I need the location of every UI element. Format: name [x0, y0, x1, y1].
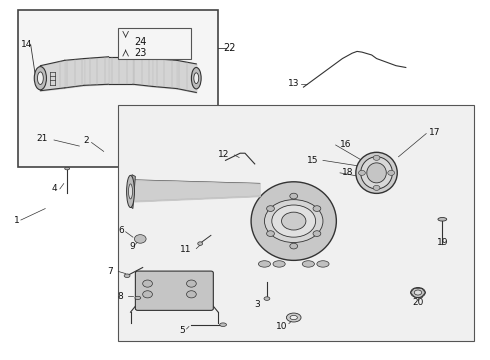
Ellipse shape	[273, 261, 285, 267]
Ellipse shape	[251, 182, 336, 260]
Circle shape	[282, 212, 306, 230]
Ellipse shape	[34, 67, 47, 90]
Circle shape	[187, 291, 196, 298]
Circle shape	[313, 206, 321, 211]
Text: 7: 7	[108, 267, 114, 276]
Polygon shape	[130, 175, 135, 208]
Text: 9: 9	[129, 242, 135, 251]
Circle shape	[265, 200, 323, 243]
Text: 24: 24	[134, 37, 147, 48]
Ellipse shape	[356, 152, 397, 193]
Ellipse shape	[192, 67, 201, 89]
Text: 14: 14	[21, 40, 32, 49]
Ellipse shape	[264, 297, 270, 300]
Ellipse shape	[411, 288, 425, 297]
Ellipse shape	[361, 157, 392, 189]
Bar	[19, 10, 218, 167]
Bar	[118, 105, 474, 341]
Circle shape	[388, 170, 394, 175]
Ellipse shape	[438, 217, 447, 221]
Circle shape	[359, 170, 366, 175]
Text: 10: 10	[276, 322, 287, 331]
Circle shape	[313, 231, 321, 237]
Ellipse shape	[287, 313, 301, 322]
Ellipse shape	[367, 163, 386, 183]
Circle shape	[143, 291, 152, 298]
Text: 17: 17	[429, 129, 441, 138]
Circle shape	[267, 206, 274, 211]
Text: 3: 3	[254, 300, 260, 309]
Text: 13: 13	[288, 79, 299, 88]
Text: 16: 16	[340, 140, 351, 149]
Ellipse shape	[220, 323, 226, 327]
Text: 20: 20	[412, 298, 424, 307]
Text: 4: 4	[52, 184, 57, 193]
Text: 8: 8	[118, 292, 123, 301]
Text: 12: 12	[218, 150, 229, 159]
Text: 19: 19	[437, 238, 448, 247]
Text: 14: 14	[273, 222, 285, 231]
Ellipse shape	[290, 315, 297, 320]
Bar	[118, 28, 192, 59]
Ellipse shape	[124, 274, 130, 278]
Ellipse shape	[37, 72, 43, 85]
Text: 18: 18	[343, 168, 354, 177]
Ellipse shape	[198, 242, 202, 246]
Text: 11: 11	[180, 245, 192, 254]
Circle shape	[267, 231, 274, 237]
Text: 2: 2	[84, 136, 90, 145]
Text: 21: 21	[36, 134, 48, 143]
Text: 1: 1	[14, 216, 20, 225]
Ellipse shape	[415, 290, 421, 295]
Text: 23: 23	[134, 48, 147, 58]
Text: 6: 6	[118, 226, 123, 235]
Ellipse shape	[65, 167, 70, 170]
Ellipse shape	[302, 261, 315, 267]
Circle shape	[290, 193, 297, 199]
Circle shape	[290, 243, 297, 249]
Ellipse shape	[258, 261, 270, 267]
Text: 15: 15	[307, 156, 318, 165]
Circle shape	[143, 280, 152, 287]
Text: 5: 5	[180, 326, 186, 335]
Ellipse shape	[317, 261, 329, 267]
FancyBboxPatch shape	[135, 271, 213, 310]
Circle shape	[272, 205, 316, 237]
Ellipse shape	[128, 184, 132, 199]
Circle shape	[187, 280, 196, 287]
Ellipse shape	[194, 73, 199, 84]
Circle shape	[134, 235, 146, 243]
Ellipse shape	[126, 175, 134, 207]
Text: 22: 22	[223, 43, 236, 53]
Circle shape	[373, 185, 380, 190]
Ellipse shape	[135, 296, 141, 300]
Circle shape	[373, 156, 380, 160]
